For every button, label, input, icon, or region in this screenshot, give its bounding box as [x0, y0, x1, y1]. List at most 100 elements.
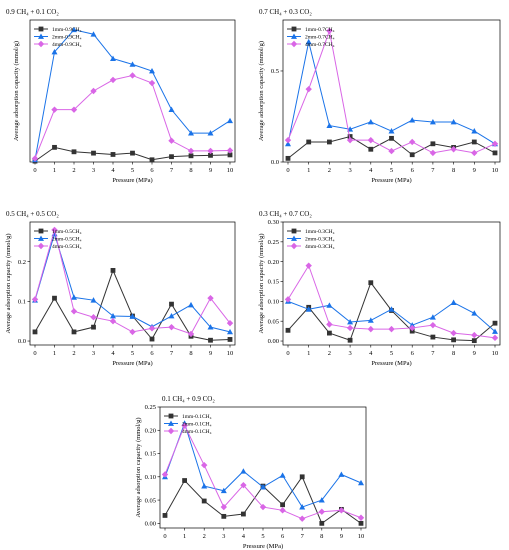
- data-point: [220, 487, 227, 494]
- x-tick-label: 1: [183, 533, 186, 540]
- chart-panel-3: 0.5 CH₄ + 0.5 CO₂ 0 1 2 3 4 5 6 7 8 9 10 0.0 0.1 0.2 Pr…: [5, 210, 236, 367]
- y-tick-label: 0.25: [145, 404, 156, 411]
- x-tick-label: 10: [227, 167, 234, 174]
- data-point: [318, 497, 325, 503]
- data-point: [130, 150, 135, 156]
- legend-marker: [168, 413, 174, 419]
- x-axis-label: Pressure (MPa): [112, 177, 152, 184]
- data-point: [129, 328, 136, 336]
- series-line-2: [34, 29, 231, 160]
- data-point: [326, 27, 333, 35]
- data-point: [129, 72, 136, 79]
- data-point: [187, 147, 195, 155]
- chart-title: 0.3 CH₄ + 0.7 CO₂: [259, 210, 312, 218]
- y-axis-label: Average adsorption capacity (mmol/g): [13, 41, 20, 141]
- data-point: [169, 154, 174, 160]
- x-tick-label: 8: [189, 167, 192, 174]
- data-point: [221, 513, 227, 519]
- data-point: [129, 61, 136, 67]
- data-point: [227, 328, 233, 335]
- legend-marker: [38, 33, 44, 39]
- x-tick-label: 3: [92, 167, 95, 174]
- data-point: [31, 296, 39, 303]
- y-tick-label: 0.1: [18, 299, 26, 306]
- data-point: [90, 314, 97, 321]
- data-point: [471, 331, 478, 339]
- data-point: [491, 140, 499, 147]
- data-point: [451, 337, 456, 343]
- data-point: [305, 85, 312, 93]
- data-point: [429, 321, 437, 329]
- data-point: [492, 320, 498, 326]
- data-point: [326, 302, 333, 308]
- data-point: [367, 317, 374, 323]
- x-tick-label: 3: [92, 350, 95, 357]
- data-point: [491, 334, 499, 342]
- data-point: [429, 149, 437, 157]
- data-point: [71, 26, 77, 33]
- x-tick-label: 2: [328, 350, 331, 357]
- data-point: [207, 294, 214, 302]
- data-point: [285, 155, 291, 161]
- data-point: [169, 301, 174, 307]
- x-tick-label: 7: [170, 350, 174, 357]
- x-tick-label: 10: [227, 350, 234, 357]
- data-point: [161, 471, 169, 478]
- data-point: [207, 147, 214, 155]
- data-point: [51, 48, 58, 55]
- data-point: [207, 130, 214, 136]
- data-point: [148, 325, 156, 332]
- data-point: [208, 337, 213, 343]
- data-point: [227, 152, 233, 158]
- y-tick-label: 0.2: [18, 259, 26, 266]
- x-tick-label: 5: [390, 350, 393, 357]
- legend-marker: [38, 26, 44, 32]
- y-tick-label: 0.10: [145, 474, 156, 481]
- data-point: [110, 55, 116, 62]
- data-point: [338, 471, 345, 477]
- x-tick-label: 9: [473, 350, 476, 357]
- data-point: [327, 139, 332, 145]
- data-point: [471, 128, 478, 134]
- data-point: [347, 337, 353, 343]
- data-point: [450, 118, 457, 125]
- legend-marker: [38, 228, 44, 234]
- data-point: [168, 106, 175, 113]
- x-tick-label: 8: [452, 167, 455, 174]
- data-point: [338, 507, 345, 514]
- y-tick-label: 0.15: [268, 279, 279, 286]
- data-point: [346, 324, 354, 332]
- data-point: [201, 483, 208, 489]
- x-tick-label: 2: [72, 350, 75, 357]
- legend-marker: [168, 420, 174, 426]
- data-point: [226, 319, 234, 327]
- legend-entry: 4mm-0.3CH₄: [305, 244, 335, 250]
- data-point: [471, 338, 477, 344]
- legend-entry: 1mm-0.5CH₄: [52, 229, 82, 235]
- x-tick-label: 5: [131, 350, 134, 357]
- data-point: [207, 324, 214, 330]
- data-point: [70, 106, 78, 113]
- data-point: [279, 472, 286, 478]
- data-point: [347, 318, 354, 325]
- legend-entry: 4mm-0.5CH₄: [52, 244, 82, 250]
- data-point: [280, 502, 285, 508]
- x-tick-label: 8: [189, 350, 192, 357]
- data-point: [227, 337, 233, 342]
- data-point: [168, 137, 175, 144]
- chart-panel-1: 0.9 CH₄ + 0.1 CO₂ 0 1 2 3 4 5 6 7 8 9 10 Pressure (M…: [6, 8, 236, 184]
- data-point: [241, 511, 246, 517]
- data-point: [149, 68, 155, 74]
- data-point: [430, 334, 436, 340]
- legend-marker: [167, 427, 175, 435]
- x-tick-label: 6: [150, 350, 154, 357]
- data-point: [201, 461, 208, 469]
- data-point: [471, 310, 478, 316]
- data-point: [409, 152, 415, 158]
- data-point: [388, 147, 395, 155]
- data-point: [110, 152, 116, 157]
- x-tick-label: 9: [473, 167, 476, 174]
- data-point: [306, 139, 312, 145]
- x-tick-label: 8: [320, 533, 323, 540]
